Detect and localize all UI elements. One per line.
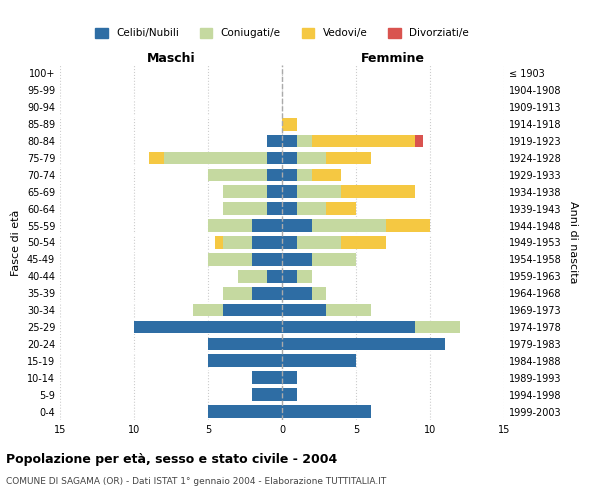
Bar: [311, 287, 326, 300]
Bar: [282, 372, 297, 384]
Bar: [267, 152, 282, 164]
Bar: [253, 253, 282, 266]
Bar: [282, 354, 356, 367]
Bar: [282, 338, 445, 350]
Bar: [326, 304, 371, 316]
Bar: [282, 388, 297, 401]
Bar: [282, 152, 297, 164]
Bar: [208, 354, 282, 367]
Bar: [341, 236, 386, 249]
Bar: [223, 236, 253, 249]
Bar: [282, 405, 371, 418]
Bar: [282, 236, 297, 249]
Bar: [326, 152, 371, 164]
Bar: [208, 168, 267, 181]
Bar: [311, 168, 341, 181]
Bar: [208, 338, 282, 350]
Bar: [253, 372, 282, 384]
Bar: [297, 168, 311, 181]
Bar: [282, 320, 415, 334]
Bar: [149, 152, 164, 164]
Bar: [267, 134, 282, 147]
Bar: [282, 202, 297, 215]
Bar: [311, 134, 415, 147]
Bar: [297, 186, 341, 198]
Bar: [282, 270, 297, 282]
Bar: [223, 304, 282, 316]
Bar: [341, 186, 415, 198]
Bar: [282, 220, 311, 232]
Bar: [282, 186, 297, 198]
Bar: [297, 152, 326, 164]
Bar: [282, 134, 297, 147]
Bar: [282, 118, 297, 130]
Bar: [297, 270, 311, 282]
Bar: [193, 304, 223, 316]
Bar: [297, 202, 326, 215]
Bar: [326, 202, 356, 215]
Bar: [253, 388, 282, 401]
Bar: [208, 253, 253, 266]
Bar: [267, 186, 282, 198]
Bar: [386, 220, 430, 232]
Bar: [267, 202, 282, 215]
Text: Maschi: Maschi: [146, 52, 196, 65]
Text: Femmine: Femmine: [361, 52, 425, 65]
Bar: [297, 134, 311, 147]
Bar: [415, 134, 422, 147]
Bar: [208, 220, 253, 232]
Bar: [311, 253, 356, 266]
Bar: [282, 253, 311, 266]
Bar: [215, 236, 223, 249]
Y-axis label: Anni di nascita: Anni di nascita: [568, 201, 578, 284]
Bar: [253, 287, 282, 300]
Bar: [267, 270, 282, 282]
Bar: [282, 287, 311, 300]
Bar: [208, 405, 282, 418]
Bar: [415, 320, 460, 334]
Legend: Celibi/Nubili, Coniugati/e, Vedovi/e, Divorziati/e: Celibi/Nubili, Coniugati/e, Vedovi/e, Di…: [91, 24, 473, 42]
Bar: [282, 304, 326, 316]
Bar: [267, 168, 282, 181]
Bar: [238, 270, 267, 282]
Bar: [311, 220, 386, 232]
Bar: [253, 220, 282, 232]
Bar: [164, 152, 267, 164]
Bar: [282, 168, 297, 181]
Text: Popolazione per età, sesso e stato civile - 2004: Popolazione per età, sesso e stato civil…: [6, 452, 337, 466]
Text: COMUNE DI SAGAMA (OR) - Dati ISTAT 1° gennaio 2004 - Elaborazione TUTTITALIA.IT: COMUNE DI SAGAMA (OR) - Dati ISTAT 1° ge…: [6, 478, 386, 486]
Bar: [223, 287, 253, 300]
Bar: [223, 202, 267, 215]
Bar: [253, 236, 282, 249]
Bar: [223, 186, 267, 198]
Bar: [297, 236, 341, 249]
Y-axis label: Fasce di età: Fasce di età: [11, 210, 21, 276]
Bar: [134, 320, 282, 334]
